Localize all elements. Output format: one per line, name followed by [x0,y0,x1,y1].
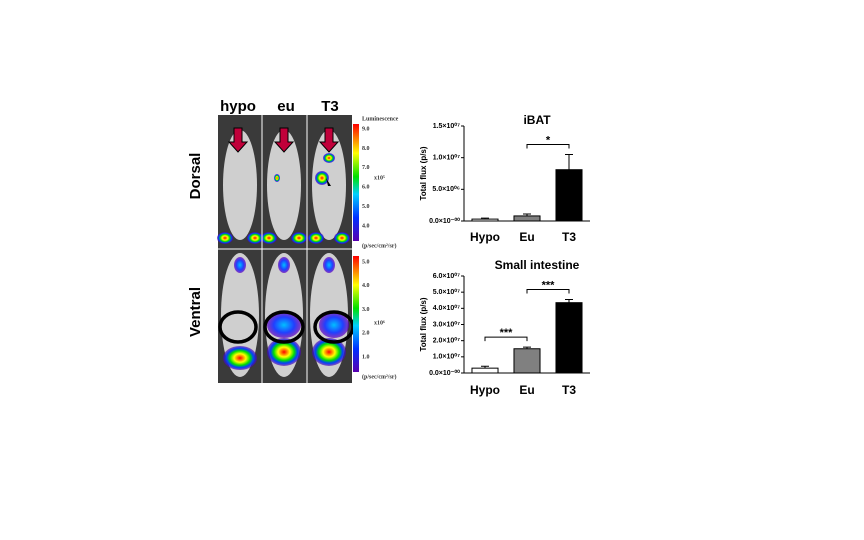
column-label: eu [277,98,295,115]
error-bar [565,298,573,303]
y-tick-label: 0.0×10⁻⁰⁰ [429,217,460,225]
colorbar-tick-label: 8.0 [362,146,370,152]
row-label: Dorsal [187,153,204,200]
x-tick-label: Eu [519,383,534,397]
signals [217,153,350,370]
colorbar-scale: x10⁵ [374,175,385,181]
significance-bracket [526,288,570,294]
y-tick-label: 0.0×10⁻⁰⁰ [429,369,460,377]
column-label: hypo [220,98,256,115]
bar [471,367,499,374]
chart-title: iBAT [523,113,551,127]
row-label: Ventral [187,287,204,337]
bar [513,348,541,374]
y-tick-label: 1.5×10⁰⁷ [433,122,460,130]
bar [513,215,541,222]
y-tick-label: 4.0×10⁰⁷ [433,304,460,312]
colorbar-tick-label: 9.0 [362,126,370,132]
colorbar-title: Luminescence [362,116,399,122]
y-tick-label: 5.0×10⁰⁶ [432,185,460,193]
bar [555,302,583,374]
image-panel: hypo eu T3 Dorsal Ventral Luminescence (… [187,98,399,383]
significance-label: *** [500,327,514,339]
x-tick-label: T3 [562,383,576,397]
colorbar-tick-label: 3.0 [362,307,370,313]
arrows [227,127,340,153]
colorbar-tick-label: 2.0 [362,331,370,337]
colorbar-tick-label: 4.0 [362,223,370,229]
dividers [218,115,352,383]
colorbar-scale: x10⁶ [374,320,385,326]
error-bar [523,346,531,349]
error-bar [481,217,489,220]
y-tick-label: 2.0×10⁰⁷ [433,337,460,345]
y-tick-label: 1.0×10⁰⁷ [433,154,460,162]
error-bar [481,365,489,369]
colorbar-tick-label: 5.0 [362,259,370,265]
y-tick-label: 1.0×10⁰⁷ [433,353,460,361]
bar [555,169,583,222]
significance-label: * [546,134,551,146]
bar [471,218,499,222]
x-tick-label: Hypo [470,383,500,397]
colorbar-tick-label: 4.0 [362,283,370,289]
y-axis-label: Total flux (p/s) [419,146,428,200]
significance-label: *** [542,279,556,291]
significance-bracket [484,336,528,342]
y-axis-label: Total flux (p/s) [419,297,428,351]
colorbar-tick-label: 6.0 [362,185,370,191]
error-bar [565,154,573,170]
significance-bracket [526,144,570,149]
x-tick-label: Hypo [470,230,500,244]
arrowhead [326,178,331,186]
colorbar-tick-label: 1.0 [362,354,370,360]
colorbar-unit: (p/sec/cm²/sr) [362,242,396,249]
x-tick-label: T3 [562,230,576,244]
colorbar-tick-label: 7.0 [362,165,370,171]
x-tick-label: Eu [519,230,534,244]
chart-title: Small intestine [495,258,580,272]
column-label: T3 [321,98,339,115]
error-bar [523,213,531,216]
colorbar [353,124,359,241]
colorbar [353,256,359,372]
y-tick-label: 5.0×10⁰⁷ [433,288,460,296]
colorbar-tick-label: 5.0 [362,204,370,210]
y-tick-label: 3.0×10⁰⁷ [433,320,460,328]
y-tick-label: 6.0×10⁰⁷ [433,272,460,280]
colorbar-unit: (p/sec/cm²/sr) [362,373,396,380]
